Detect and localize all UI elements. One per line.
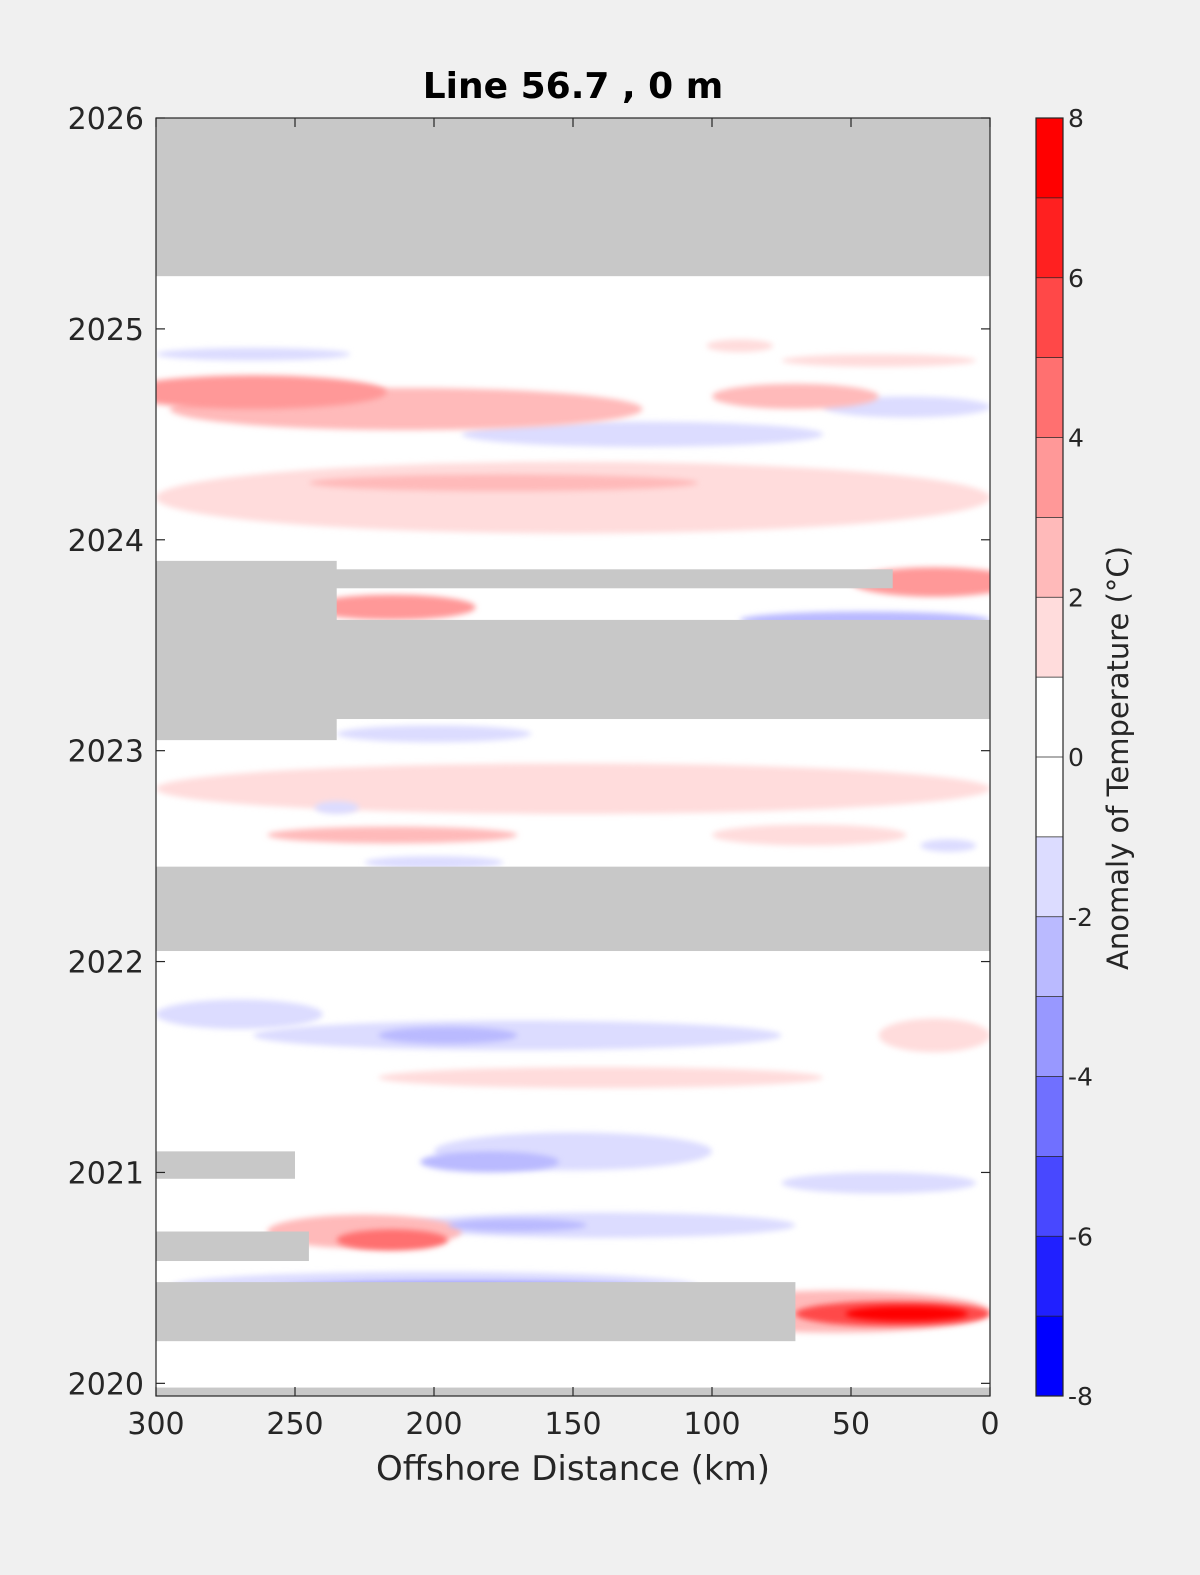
anomaly-region	[308, 594, 476, 620]
missing-data-band	[156, 1151, 295, 1179]
colorbar-swatch	[1036, 597, 1063, 678]
anomaly-region	[712, 383, 879, 410]
anomaly-region	[447, 1218, 587, 1232]
anomaly-region	[156, 999, 323, 1030]
plot-background	[156, 118, 990, 1396]
colorbar-swatch	[1036, 1316, 1063, 1396]
colorbar-swatch	[1036, 118, 1063, 198]
anomaly-layer	[156, 339, 990, 1333]
colorbar-tick-label: 2	[1068, 583, 1084, 612]
colorbar-swatch	[1036, 277, 1063, 358]
colorbar-swatch	[1036, 357, 1063, 438]
anomaly-region	[378, 1067, 824, 1089]
x-tick-label: 0	[980, 1407, 999, 1442]
colorbar-swatch	[1036, 517, 1063, 598]
anomaly-region	[920, 839, 977, 852]
anomaly-region	[336, 1229, 448, 1251]
anomaly-region	[253, 1020, 782, 1051]
colorbar-swatch	[1036, 1076, 1063, 1157]
x-tick-label: 200	[405, 1407, 462, 1442]
anomaly-region	[308, 474, 699, 492]
colorbar-swatch	[1036, 677, 1063, 757]
anomaly-region	[156, 461, 990, 534]
anomaly-region	[845, 1306, 968, 1322]
anomaly-region	[420, 1151, 560, 1173]
missing-data-band	[156, 1282, 796, 1342]
colorbar-swatch	[1036, 836, 1063, 917]
y-tick-label: 2023	[68, 735, 144, 770]
colorbar-swatch	[1036, 916, 1063, 997]
missing-data-layer	[156, 118, 990, 1396]
y-tick-label: 2026	[68, 102, 144, 137]
anomaly-region	[706, 339, 774, 353]
y-tick-label: 2020	[68, 1367, 144, 1402]
y-tick-label: 2022	[68, 946, 144, 981]
anomaly-region	[781, 1172, 977, 1194]
missing-data-band	[156, 118, 990, 277]
y-axis: 2020 2021 2022 2023 2024 2025 2026	[68, 102, 990, 1402]
anomaly-region	[364, 856, 504, 869]
x-axis-label: Offshore Distance (km)	[376, 1449, 770, 1489]
colorbar-swatch	[1036, 1156, 1063, 1237]
colorbar-swatch	[1036, 757, 1063, 837]
y-tick-label: 2021	[68, 1156, 144, 1191]
anomaly-region	[156, 347, 351, 361]
anomaly-region	[712, 824, 907, 846]
colorbar-tick-label: 0	[1068, 743, 1084, 772]
anomaly-region	[267, 826, 518, 844]
missing-data-band	[156, 569, 893, 589]
colorbar: -8 -6 -4 -2 0 2 4 6 8	[1035, 104, 1093, 1411]
anomaly-region	[878, 1018, 990, 1053]
x-tick-label: 250	[266, 1407, 323, 1442]
y-tick-label: 2024	[68, 524, 144, 559]
anomaly-region	[314, 801, 359, 814]
anomaly-region	[461, 421, 824, 447]
missing-data-band	[156, 1231, 309, 1262]
x-tick-label: 150	[544, 1407, 601, 1442]
colorbar-swatch	[1036, 197, 1063, 278]
missing-data-band	[156, 560, 337, 741]
colorbar-label: Anomaly of Temperature (°C)	[1101, 546, 1135, 970]
colorbar-tick-label: 4	[1068, 424, 1084, 453]
colorbar-swatch	[1036, 1236, 1063, 1317]
x-tick-label: 100	[683, 1407, 740, 1442]
anomaly-region	[336, 725, 532, 743]
anomaly-region	[156, 375, 387, 410]
x-tick-label: 300	[127, 1407, 184, 1442]
plot-area	[155, 117, 991, 1397]
colorbar-swatch	[1036, 437, 1063, 518]
colorbar-tick-label: 6	[1068, 264, 1084, 293]
missing-data-band	[156, 866, 990, 952]
colorbar-tick-label: -4	[1068, 1063, 1093, 1092]
anomaly-region	[781, 354, 977, 367]
colorbar-tick-label: -8	[1068, 1382, 1093, 1411]
y-tick-label: 2025	[68, 313, 144, 348]
colorbar-tick-label: -2	[1068, 903, 1093, 932]
anomaly-region	[406, 1212, 796, 1238]
x-axis: 300 250 200 150 100 50 0	[127, 118, 1000, 1442]
anomaly-region	[378, 1026, 518, 1044]
colorbar-swatch	[1036, 996, 1063, 1077]
x-tick-label: 50	[832, 1407, 870, 1442]
colorbar-tick-label: 8	[1068, 104, 1084, 133]
chart-title: Line 56.7 , 0 m	[423, 66, 724, 107]
anomaly-region	[156, 763, 990, 814]
colorbar-tick-label: -6	[1068, 1222, 1093, 1251]
colorbar-frame	[1035, 117, 1064, 1397]
